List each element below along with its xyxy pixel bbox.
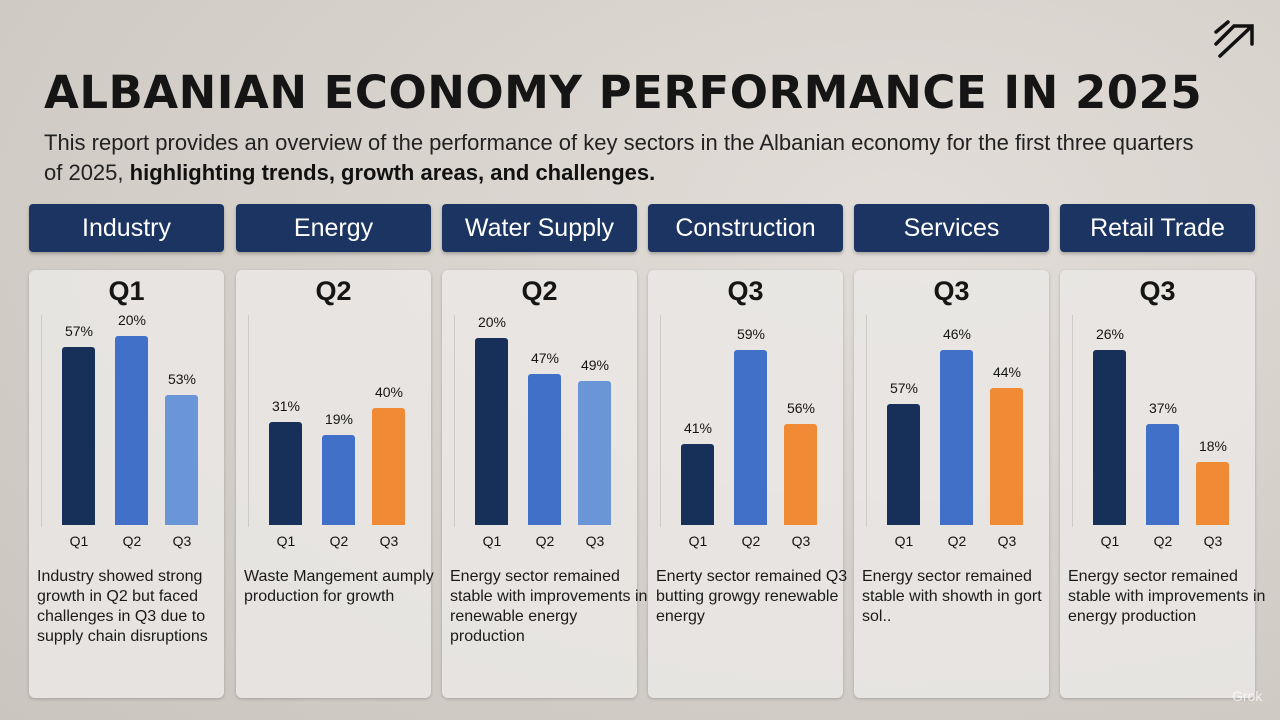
- y-axis-line: [248, 315, 249, 527]
- bar-q1: [681, 444, 714, 525]
- bar-value-label: 31%: [271, 397, 301, 414]
- bar-q2: [115, 336, 148, 525]
- x-tick-label: Q1: [1100, 533, 1120, 549]
- subtitle-plain: This report provides an overview of the …: [44, 130, 1194, 185]
- bar-value-label: 18%: [1198, 438, 1228, 454]
- quarter-title: Q2: [521, 276, 558, 306]
- bar-value-label: 53%: [167, 370, 197, 387]
- x-tick-label: Q3: [997, 533, 1017, 549]
- sector-header-4: Services: [854, 204, 1049, 252]
- x-tick-label: Q3: [172, 533, 192, 549]
- watermark: Grok: [1232, 688, 1263, 704]
- bar-q3: [990, 387, 1023, 525]
- x-tick-label: Q3: [379, 533, 399, 549]
- bar-value-label: 57%: [64, 323, 94, 340]
- bar-q3: [165, 394, 198, 525]
- page-title: ALBANIAN ECONOMY PERFORMANCE IN 2025: [44, 66, 1203, 119]
- bar-q1: [887, 403, 920, 525]
- bar-value-label: 49%: [580, 357, 610, 373]
- y-axis-line: [454, 315, 455, 527]
- quarter-title: Q3: [727, 276, 764, 306]
- quarter-title: Q3: [933, 276, 970, 306]
- sector-panel: Q2 31% Q1 19% Q2 40% Q3 Waste Mangement aumply …: [236, 270, 434, 698]
- bar-q1: [269, 421, 302, 525]
- sector-description: Energy sector remained stable with showt…: [862, 568, 1042, 625]
- bar-value-label: 56%: [786, 399, 816, 416]
- quarter-title: Q1: [108, 276, 145, 306]
- x-tick-label: Q3: [585, 533, 605, 549]
- bar-q3: [372, 408, 405, 525]
- sector-description: Energy sector remained stable with impro…: [1068, 568, 1266, 625]
- quarter-title: Q2: [315, 276, 352, 306]
- bar-value-label: 46%: [942, 325, 972, 342]
- x-tick-label: Q3: [1203, 533, 1223, 549]
- bar-q2: [940, 349, 973, 525]
- bar-q3: [578, 381, 611, 525]
- y-axis-line: [41, 315, 42, 527]
- sector-header-3: Construction: [648, 204, 843, 252]
- x-tick-label: Q3: [791, 533, 811, 549]
- bar-value-label: 59%: [736, 325, 766, 342]
- bar-q2: [1146, 423, 1179, 525]
- sector-description: Industry showed strong growth in Q2 but …: [37, 568, 208, 645]
- sector-panel: Q1 57% Q1 20% Q2 53% Q3 Industry showed strong …: [29, 270, 224, 698]
- sector-panel: Q3 57% Q1 46% Q2 44% Q3 Energy sector remained …: [854, 270, 1049, 698]
- sector-description: Enerty sector remained Q3 butting growgy…: [656, 568, 848, 625]
- x-tick-label: Q1: [276, 533, 296, 549]
- page-subtitle: This report provides an overview of the …: [44, 128, 1204, 188]
- x-tick-label: Q2: [329, 533, 349, 549]
- bar-value-label: 37%: [1148, 399, 1178, 416]
- bar-q3: [784, 423, 817, 525]
- x-tick-label: Q2: [741, 533, 761, 549]
- bar-q3: [1196, 462, 1229, 525]
- sector-description: Energy sector remained stable with impro…: [450, 568, 648, 645]
- x-tick-label: Q2: [122, 533, 142, 549]
- x-tick-label: Q1: [69, 533, 89, 549]
- x-tick-label: Q1: [482, 533, 502, 549]
- bar-value-label: 20%: [117, 312, 147, 328]
- bar-q2: [734, 349, 767, 525]
- x-tick-label: Q2: [1153, 533, 1173, 549]
- subtitle-bold: highlighting trends, growth areas, and c…: [129, 160, 656, 185]
- sector-panel: Q3 41% Q1 59% Q2 56% Q3 Enerty sector remained …: [648, 270, 847, 698]
- sector-panel: Q3 26% Q1 37% Q2 18% Q3 Energy sector remained …: [1060, 270, 1265, 698]
- y-axis-line: [1072, 315, 1073, 527]
- x-tick-label: Q1: [688, 533, 708, 549]
- bar-value-label: 40%: [374, 384, 404, 400]
- sector-header-1: Energy: [236, 204, 431, 252]
- bar-value-label: 20%: [477, 314, 507, 331]
- bar-value-label: 57%: [889, 379, 919, 396]
- sector-header-5: Retail Trade: [1060, 204, 1255, 252]
- bar-value-label: 44%: [992, 363, 1022, 380]
- x-tick-label: Q2: [947, 533, 967, 549]
- sector-panel: Q2 20% Q1 47% Q2 49% Q3 Energy sector remained …: [442, 270, 647, 698]
- bar-q1: [62, 347, 95, 525]
- bar-value-label: 41%: [683, 420, 713, 436]
- sector-description: Waste Mangement aumply production for gr…: [244, 568, 434, 605]
- x-tick-label: Q2: [535, 533, 555, 549]
- sector-header-0: Industry: [29, 204, 224, 252]
- bar-q1: [1093, 349, 1126, 525]
- bar-q1: [475, 338, 508, 525]
- bar-value-label: 47%: [530, 350, 560, 367]
- bar-value-label: 19%: [324, 411, 354, 427]
- bar-q2: [322, 435, 355, 525]
- bar-q2: [528, 374, 561, 525]
- y-axis-line: [866, 315, 867, 527]
- sector-header-2: Water Supply: [442, 204, 637, 252]
- y-axis-line: [660, 315, 661, 527]
- x-tick-label: Q1: [894, 533, 914, 549]
- arrow-logo-icon: [1214, 20, 1254, 58]
- quarter-title: Q3: [1139, 276, 1176, 306]
- bar-value-label: 26%: [1095, 325, 1125, 342]
